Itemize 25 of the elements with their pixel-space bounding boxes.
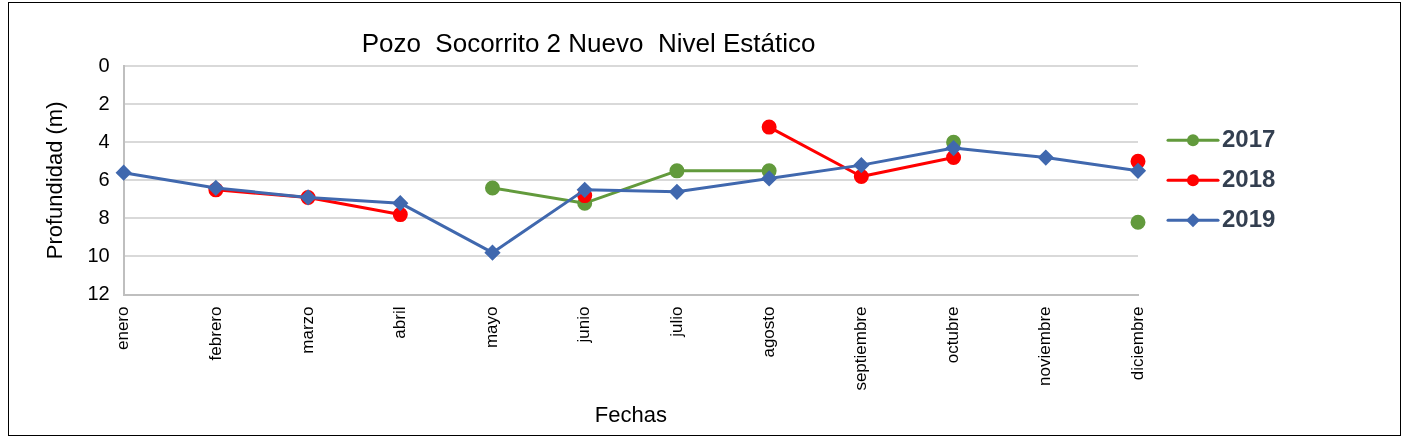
legend-label: 2018 (1222, 164, 1276, 192)
x-tick-label: julio (666, 306, 686, 338)
y-tick-label: 12 (87, 282, 110, 305)
x-tick-label: abril (389, 306, 409, 339)
y-tick-label: 0 (98, 53, 110, 76)
y-axis-title: Profundidad (m) (42, 101, 68, 260)
legend-label: 2017 (1222, 124, 1276, 152)
y-tick-label: 2 (98, 91, 110, 114)
y-tick-label: 10 (87, 243, 110, 266)
x-tick-label: febrero (205, 306, 225, 361)
legend-label: 2019 (1222, 204, 1276, 232)
y-tick-label: 6 (98, 167, 110, 190)
x-tick-label: noviembre (1035, 306, 1055, 386)
x-tick-label: diciembre (1127, 306, 1147, 381)
chart-title: Pozo Socorrito 2 Nuevo Nivel Estático (361, 27, 816, 58)
x-tick-label: octubre (943, 306, 963, 364)
y-tick-label: 8 (98, 205, 110, 228)
y-tick-label: 4 (98, 129, 110, 152)
x-tick-label: junio (574, 306, 594, 344)
x-tick-label: enero (113, 306, 133, 350)
x-tick-label: marzo (297, 306, 317, 354)
x-tick-label: septiembre (851, 306, 871, 391)
x-axis-title: Fechas (594, 401, 667, 427)
x-tick-label: agosto (758, 306, 778, 358)
x-tick-label: mayo (482, 306, 502, 349)
